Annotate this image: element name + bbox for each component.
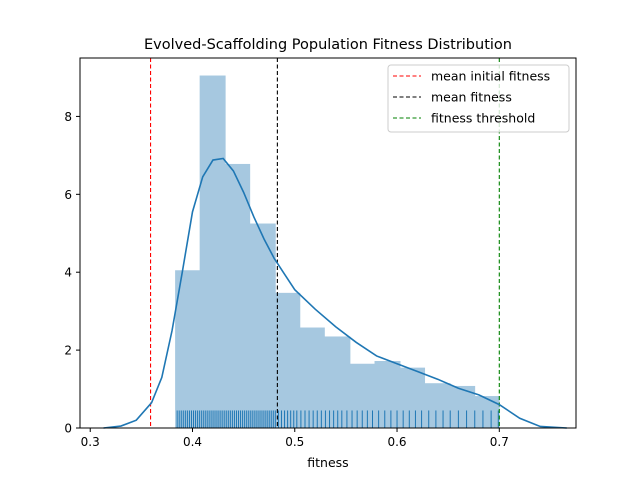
legend-box (387, 64, 570, 133)
histogram-bar-5 (299, 327, 325, 428)
plot-frame (79, 57, 577, 429)
histogram-bar-9 (400, 367, 426, 428)
histogram-bar-0 (175, 270, 201, 428)
x-axis-label: fitness (307, 455, 348, 470)
y-tick-label-3: 6 (64, 188, 72, 202)
y-axis-ticks: 0 2 4 6 8 (64, 110, 80, 436)
legend: mean initial fitness mean fitness fitness … (387, 64, 570, 133)
legend-label-0: mean initial fitness (431, 69, 550, 84)
chart-title: Evolved-Scaffolding Population Fitness D… (144, 37, 512, 53)
legend-label-1: mean fitness (431, 90, 512, 105)
x-axis-ticks: 0.3 0.4 0.5 0.6 0.7 (81, 428, 509, 449)
rug-marks (176, 410, 499, 428)
y-tick-label-2: 4 (64, 266, 72, 280)
histogram-bar-3 (249, 223, 276, 428)
x-tick-label-3: 0.6 (387, 435, 406, 449)
histogram-bar-12 (474, 396, 500, 428)
x-tick-label-2: 0.5 (285, 435, 304, 449)
histogram-bar-1 (199, 75, 226, 428)
histogram-bar-2 (225, 163, 251, 428)
x-tick-label-4: 0.7 (490, 435, 509, 449)
y-tick-label-0: 0 (64, 422, 72, 436)
y-tick-label-1: 2 (64, 344, 72, 358)
kde-curve (103, 157, 567, 429)
histogram-bar-4 (275, 292, 301, 428)
legend-label-2: fitness threshold (431, 111, 535, 126)
x-tick-label-0: 0.3 (81, 435, 100, 449)
x-tick-label-1: 0.4 (183, 435, 202, 449)
y-tick-label-4: 8 (64, 110, 72, 124)
